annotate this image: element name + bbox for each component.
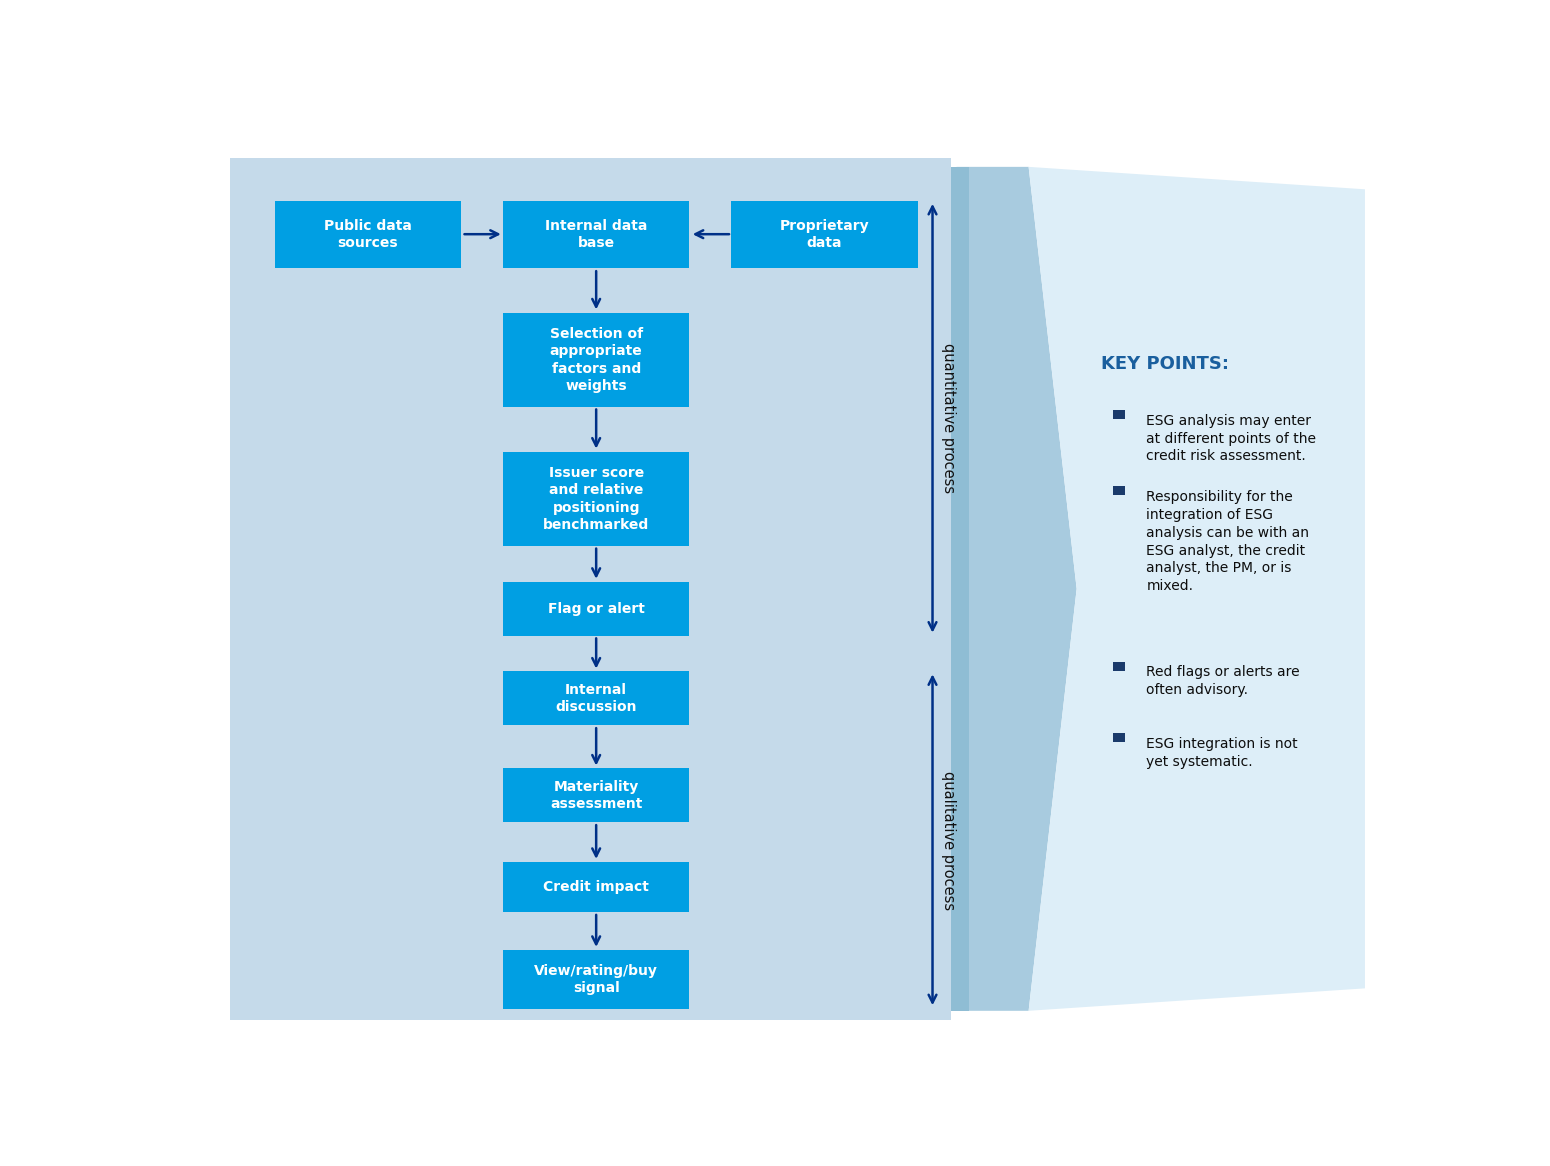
Text: Internal data
base: Internal data base [546,218,648,250]
Text: ESG analysis may enter
at different points of the
credit risk assessment.: ESG analysis may enter at different poin… [1147,414,1316,463]
Bar [1113,410,1125,419]
FancyBboxPatch shape [504,672,690,725]
Text: qualitative process: qualitative process [941,771,956,909]
Text: quantitative process: quantitative process [941,343,956,493]
Text: Proprietary
data: Proprietary data [780,218,870,250]
Text: Flag or alert: Flag or alert [547,602,645,616]
Text: Materiality
assessment: Materiality assessment [550,780,642,812]
Text: Credit impact: Credit impact [542,880,649,894]
Polygon shape [956,167,1077,1011]
Text: Internal
discussion: Internal discussion [555,683,637,714]
FancyBboxPatch shape [274,201,460,268]
FancyBboxPatch shape [504,452,690,546]
Bar [1113,661,1125,670]
FancyBboxPatch shape [504,201,690,268]
FancyBboxPatch shape [732,201,918,268]
FancyBboxPatch shape [504,862,690,912]
Polygon shape [1029,167,1366,1011]
Bar [1113,486,1125,496]
Text: ESG integration is not
yet systematic.: ESG integration is not yet systematic. [1147,737,1297,768]
Text: Red flags or alerts are
often advisory.: Red flags or alerts are often advisory. [1147,665,1300,697]
FancyBboxPatch shape [504,312,690,407]
FancyBboxPatch shape [504,950,690,1009]
Text: Selection of
appropriate
factors and
weights: Selection of appropriate factors and wei… [550,326,643,393]
FancyBboxPatch shape [504,582,690,635]
Text: View/rating/buy
signal: View/rating/buy signal [535,964,659,995]
FancyBboxPatch shape [504,768,690,822]
Bar [1113,733,1125,743]
FancyBboxPatch shape [229,157,950,1020]
Text: KEY POINTS:: KEY POINTS: [1100,356,1229,373]
Text: Issuer score
and relative
positioning
benchmarked: Issuer score and relative positioning be… [542,466,649,532]
Text: Public data
sources: Public data sources [324,218,412,250]
Text: Responsibility for the
integration of ESG
analysis can be with an
ESG analyst, t: Responsibility for the integration of ES… [1147,490,1310,593]
Polygon shape [950,167,969,1011]
